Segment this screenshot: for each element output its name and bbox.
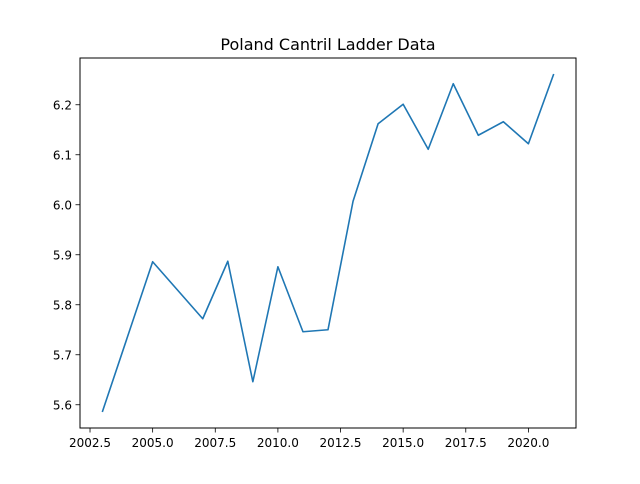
x-tick-label: 2007.5: [194, 436, 236, 450]
y-tick-label: 5.8: [53, 298, 72, 312]
y-tick-label: 6.1: [53, 148, 72, 162]
y-tick-label: 5.9: [53, 248, 72, 262]
x-tick-label: 2015.0: [382, 436, 424, 450]
y-tick-label: 6.2: [53, 98, 72, 112]
plot-frame: [79, 57, 577, 429]
y-tick-label: 5.7: [53, 348, 72, 362]
series-line: [101, 73, 555, 413]
x-tick-label: 2010.0: [257, 436, 299, 450]
y-tick-label: 6.0: [53, 198, 72, 212]
x-tick-label: 2020.0: [507, 436, 549, 450]
y-tick-label: 5.6: [53, 398, 72, 412]
x-tick-label: 2002.5: [69, 436, 111, 450]
chart-title: Poland Cantril Ladder Data: [220, 35, 435, 54]
series-layer: [101, 73, 555, 413]
x-tick-label: 2012.5: [320, 436, 362, 450]
x-tick-label: 2005.0: [132, 436, 174, 450]
x-tick-label: 2017.5: [445, 436, 487, 450]
tick-marks: 2002.5 2005.0 2007.5 2010.0 2012.5 2015.0 2017…: [53, 98, 549, 450]
